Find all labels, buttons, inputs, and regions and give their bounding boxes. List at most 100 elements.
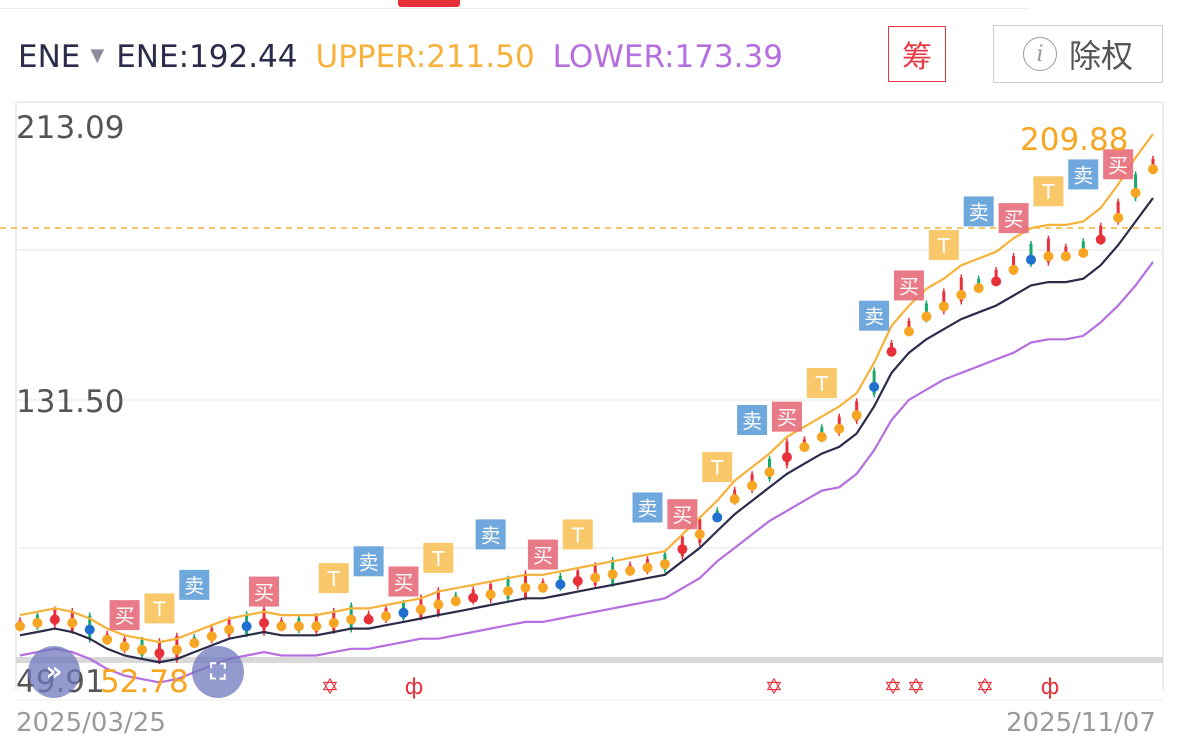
signal-dot-50 [886,346,897,357]
signal-dot-1 [32,617,43,628]
trade-tag-9-text: 买 [533,544,553,568]
trade-tag-12-box [667,499,698,530]
signal-dot-15 [276,621,287,632]
triangle-down-icon[interactable]: ▼ [90,44,105,66]
signal-dot-37 [659,559,670,570]
lower-value: LOWER:173.39 [552,39,783,75]
signal-dot-45 [799,442,810,453]
signal-dot-16 [293,621,304,632]
signal-dot-59 [1043,251,1054,262]
trade-tag-9-box [527,539,558,570]
signal-dot-40 [712,512,723,523]
top-active-tab-indicator[interactable] [398,0,460,7]
trade-tag-11-text: 卖 [638,496,658,520]
y-mid-label: 131.50 [16,384,125,420]
candle-body-61 [1081,241,1085,254]
trade-tag-11-box [632,492,663,523]
signal-dot-53 [938,301,949,312]
signal-dot-51 [903,326,914,337]
trade-tag-18-text: 买 [899,274,919,298]
signal-dot-20 [363,614,374,625]
trade-tag-3-text: 买 [254,581,274,605]
bottom-signal-3: ✡ [884,675,902,700]
trade-tag-22-box [1033,176,1064,207]
current-price-label: 209.88 [1020,122,1129,158]
info-icon: i [1022,37,1057,71]
signal-dot-28 [503,586,514,597]
signal-dot-63 [1113,212,1124,223]
signal-dot-34 [607,569,618,580]
trade-tag-18-box [893,270,924,301]
time-scroll-bar [16,657,1163,663]
signal-dot-14 [259,617,270,628]
trade-tag-13-text: T [710,456,724,480]
trade-tag-12-text: 买 [672,503,692,527]
signal-dot-19 [346,614,357,625]
signal-dot-39 [694,529,705,540]
trade-tag-10-box [562,519,593,550]
candle-body-54 [959,277,963,302]
trade-tag-2-box [179,569,210,600]
trade-tag-1-box [144,593,175,624]
bottom-signal-5: ✡ [976,675,994,700]
signal-dot-52 [921,311,932,322]
signal-dot-42 [747,480,758,491]
signal-dot-57 [1008,264,1019,275]
signal-dot-29 [520,582,531,593]
trade-tag-19-box [928,230,959,261]
bottom-signal-1: ф [405,675,424,700]
trade-tag-24-box [1103,149,1134,180]
ex-right-label: 除权 [1068,37,1133,75]
trade-tag-15-text: 买 [777,406,797,430]
upper-line [19,133,1154,644]
candle-body-65 [1151,158,1155,167]
signal-dot-4 [84,624,95,635]
signal-dot-12 [224,624,235,635]
signal-dot-44 [781,452,792,463]
signal-dot-23 [415,604,426,615]
trade-tag-14-box [737,405,768,436]
signal-dot-13 [241,621,252,632]
indicator-selector[interactable]: ENE [18,39,81,75]
ene-value: ENE:192.44 [116,39,298,75]
signal-dot-6 [119,641,130,652]
trade-tag-7-box [423,542,454,573]
trade-tag-16-text: T [815,372,829,396]
signal-dot-54 [956,289,967,300]
candle-body-62 [1099,225,1103,242]
signal-dot-65 [1148,164,1158,175]
signal-dot-36 [642,562,653,573]
trade-tag-15-box [771,401,802,432]
expand-icon[interactable]: ⛶ [192,646,244,698]
signal-dot-55 [973,283,984,294]
signal-dot-2 [49,614,60,625]
double-chevron-left-icon[interactable]: » [28,646,80,698]
signal-dot-33 [590,572,601,583]
ex-right-button[interactable]: i 除权 [993,25,1163,83]
signal-dot-43 [764,467,775,478]
candle-body-57 [1012,256,1016,273]
trade-tag-4-box [318,563,349,594]
signal-dot-21 [381,611,392,622]
signal-dot-41 [729,494,740,505]
signal-dot-56 [991,276,1002,287]
chip-distribution-button[interactable]: 筹 [888,26,946,82]
signal-dot-17 [311,621,322,632]
candle-body-56 [994,270,998,283]
candle-body-59 [1046,238,1050,263]
candle-body-64 [1134,174,1138,199]
top-divider [0,8,1030,9]
trade-tag-5-box [353,546,384,577]
trade-tag-0-text: 买 [115,604,135,628]
trade-tag-0-box [109,600,140,631]
candle-body-53 [942,291,946,312]
trade-tag-5-text: 卖 [359,550,379,574]
signal-dot-48 [851,410,862,421]
trade-tag-20-box [963,196,994,227]
trade-tag-23-text: 卖 [1073,163,1093,187]
trade-tag-8-text: 卖 [481,523,501,547]
signal-dot-62 [1095,234,1106,245]
signal-dot-38 [677,544,688,555]
candle-body-58 [1029,243,1033,264]
